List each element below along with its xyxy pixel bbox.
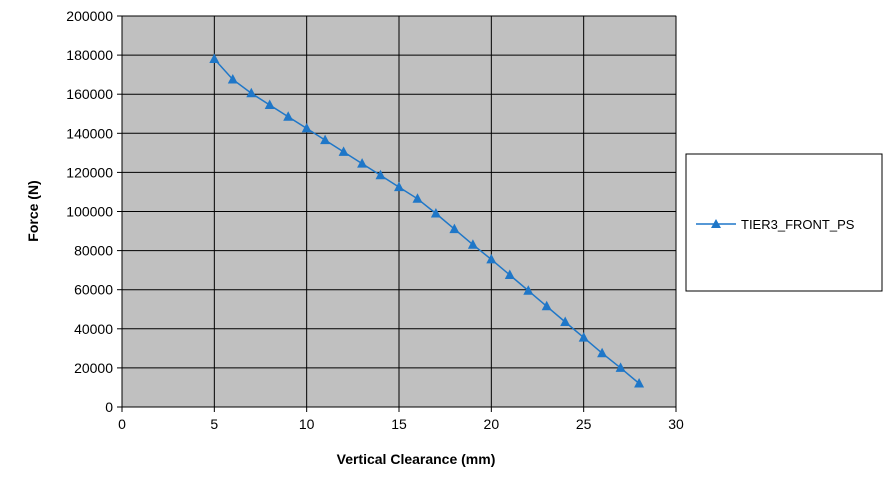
data-point	[449, 223, 460, 234]
x-tick-label: 20	[484, 416, 500, 432]
legend: TIER3_FRONT_PS	[685, 153, 883, 292]
data-point	[615, 362, 626, 372]
data-point	[467, 239, 478, 249]
data-point	[246, 87, 257, 98]
legend-marker	[711, 219, 721, 228]
data-point	[283, 111, 294, 121]
y-tick-label: 120000	[66, 164, 113, 180]
data-point	[394, 181, 404, 192]
y-tick-label: 60000	[74, 282, 113, 298]
x-tick-label: 30	[668, 416, 684, 432]
x-tick-label: 25	[576, 416, 592, 432]
data-point	[412, 193, 423, 203]
data-point	[560, 316, 571, 326]
y-tick-label: 140000	[66, 125, 113, 141]
y-tick-label: 20000	[74, 360, 113, 376]
data-point	[264, 99, 275, 109]
data-point	[338, 146, 349, 156]
y-tick-label: 80000	[74, 243, 113, 259]
y-tick-label: 40000	[74, 321, 113, 337]
tick-labels: 0 20000 40000 60000 80000 100000 120000 140000 1…	[66, 8, 684, 432]
data-point	[486, 253, 497, 264]
grid	[122, 15, 677, 407]
x-tick-label: 10	[299, 416, 315, 432]
y-tick-label: 160000	[66, 86, 113, 102]
x-tick-label: 15	[391, 416, 407, 432]
y-tick-label: 180000	[66, 47, 113, 63]
series	[209, 53, 645, 388]
y-tick-label: 200000	[66, 8, 113, 24]
data-point	[504, 269, 515, 279]
axes	[117, 15, 677, 412]
data-point	[430, 208, 441, 218]
y-axis-title: Force (N)	[25, 180, 41, 241]
data-point	[357, 158, 368, 168]
y-tick-label: 100000	[66, 204, 113, 220]
data-point	[523, 285, 534, 295]
data-point	[375, 169, 386, 180]
data-point	[227, 74, 238, 84]
x-tick-label: 0	[118, 416, 126, 432]
data-point	[320, 134, 331, 145]
data-point	[301, 122, 312, 133]
x-tick-label: 5	[210, 416, 218, 432]
data-point	[578, 332, 589, 342]
y-tick-label: 0	[105, 399, 113, 415]
data-point	[597, 347, 608, 358]
x-axis-title: Vertical Clearance (mm)	[337, 451, 496, 467]
data-point	[634, 378, 645, 388]
data-point	[209, 53, 220, 63]
data-point	[541, 300, 552, 311]
legend-entry-label: TIER3_FRONT_PS	[741, 217, 855, 232]
legend-box	[685, 153, 883, 292]
